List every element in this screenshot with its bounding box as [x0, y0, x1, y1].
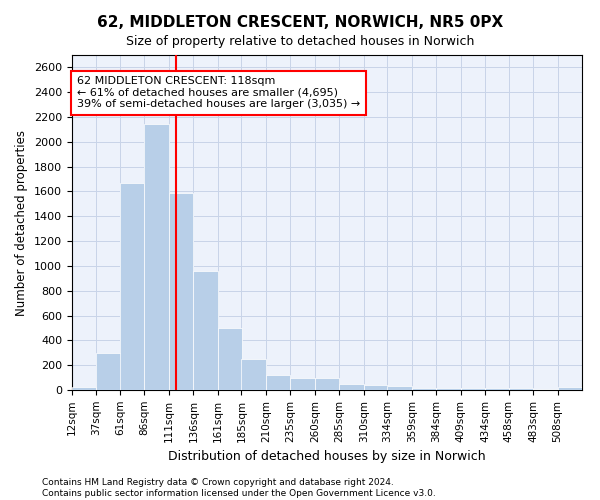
Bar: [509, 388, 533, 390]
Bar: [72, 387, 97, 390]
Text: 62, MIDDLETON CRESCENT, NORWICH, NR5 0PX: 62, MIDDLETON CRESCENT, NORWICH, NR5 0PX: [97, 15, 503, 30]
Bar: [193, 271, 218, 390]
Bar: [169, 192, 193, 390]
Y-axis label: Number of detached properties: Number of detached properties: [16, 130, 28, 316]
Bar: [436, 388, 461, 390]
Bar: [315, 378, 339, 390]
Bar: [412, 388, 436, 390]
Text: 62 MIDDLETON CRESCENT: 118sqm
← 61% of detached houses are smaller (4,695)
39% o: 62 MIDDLETON CRESCENT: 118sqm ← 61% of d…: [77, 76, 360, 110]
Bar: [387, 386, 412, 390]
Bar: [290, 378, 315, 390]
Bar: [461, 388, 485, 390]
Bar: [120, 183, 145, 390]
Bar: [364, 385, 388, 390]
Bar: [97, 353, 121, 390]
Bar: [557, 387, 582, 390]
Text: Size of property relative to detached houses in Norwich: Size of property relative to detached ho…: [126, 35, 474, 48]
Text: Contains HM Land Registry data © Crown copyright and database right 2024.
Contai: Contains HM Land Registry data © Crown c…: [42, 478, 436, 498]
Bar: [266, 375, 290, 390]
Bar: [145, 124, 169, 390]
X-axis label: Distribution of detached houses by size in Norwich: Distribution of detached houses by size …: [168, 450, 486, 463]
Bar: [485, 388, 509, 390]
Bar: [241, 359, 266, 390]
Bar: [339, 384, 364, 390]
Bar: [218, 328, 242, 390]
